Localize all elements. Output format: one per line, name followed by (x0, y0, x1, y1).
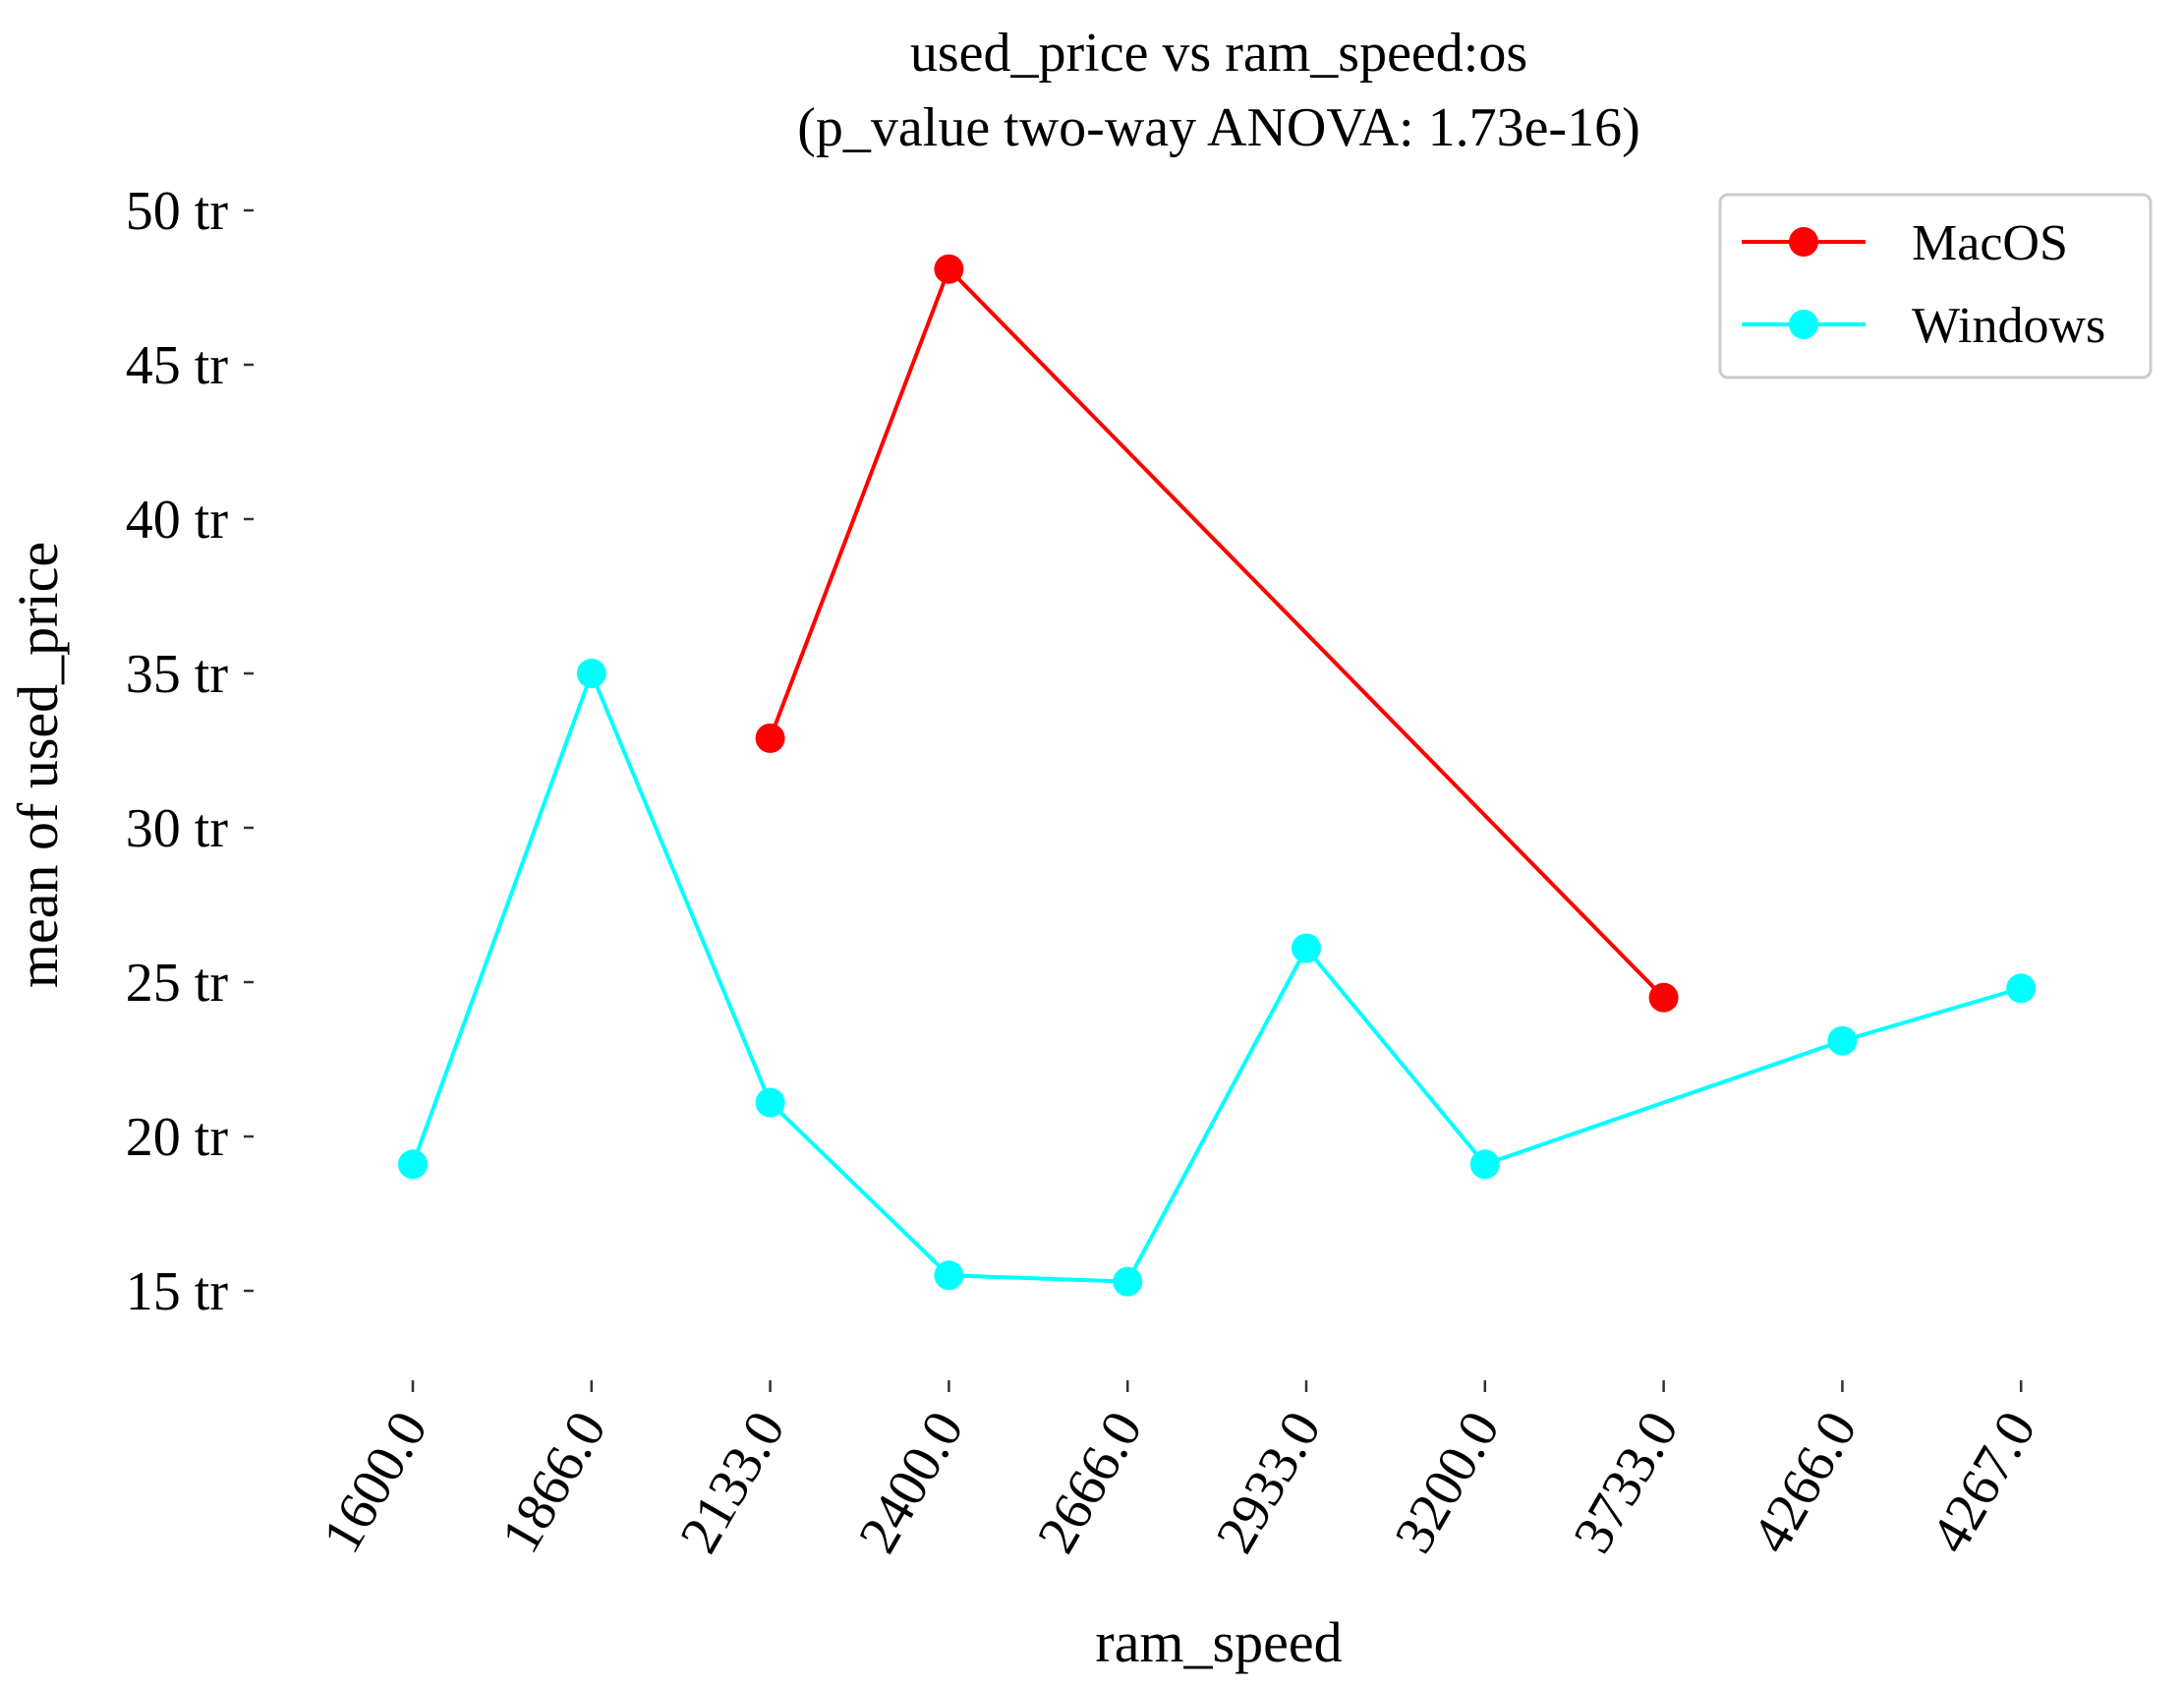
legend-item-macos[interactable]: MacOS (1742, 215, 2068, 271)
plot-series (398, 254, 2037, 1297)
data-point[interactable] (1292, 933, 1321, 963)
x-tick-label: 4267.0 (1920, 1402, 2048, 1563)
chart-title: used_price vs ram_speed:os (910, 23, 1527, 84)
y-tick-label: 50 tr (126, 181, 229, 242)
y-tick-label: 20 tr (126, 1107, 229, 1168)
data-point[interactable] (755, 723, 785, 753)
y-tick-label: 25 tr (126, 953, 229, 1014)
series-line (411, 671, 2022, 1284)
data-point[interactable] (755, 1087, 785, 1118)
data-point[interactable] (1827, 1025, 1858, 1056)
y-tick-label: 40 tr (126, 490, 229, 551)
x-tick-label: 4266.0 (1741, 1402, 1869, 1563)
chart-subtitle: (p_value two-way ANOVA: 1.73e-16) (797, 97, 1639, 158)
legend[interactable]: MacOS Windows (1718, 193, 2153, 379)
x-tick-label: 1600.0 (312, 1402, 440, 1563)
data-point[interactable] (398, 1149, 428, 1180)
x-axis-label: ram_speed (1095, 1610, 1342, 1674)
data-point[interactable] (934, 1260, 964, 1291)
x-tick-label: 3733.0 (1562, 1402, 1691, 1563)
y-tick-label: 45 tr (126, 335, 229, 396)
y-tick-label: 30 tr (126, 798, 229, 859)
data-point[interactable] (576, 659, 606, 688)
legend-marker (1789, 227, 1818, 257)
data-point[interactable] (1469, 1149, 1500, 1180)
legend-label: MacOS (1912, 215, 2068, 271)
data-point[interactable] (2006, 973, 2037, 1004)
series-windows (398, 659, 2037, 1297)
y-axis: 15 tr 20 tr 25 tr 30 tr 35 tr 40 tr 45 tr 50 tr (126, 181, 254, 1322)
x-tick-label: 3200.0 (1383, 1402, 1512, 1563)
legend-label: Windows (1912, 298, 2105, 354)
data-point[interactable] (1648, 982, 1679, 1013)
x-tick-label: 2400.0 (847, 1402, 976, 1563)
x-tick-label: 1866.0 (489, 1402, 618, 1563)
y-tick-label: 15 tr (126, 1261, 229, 1322)
legend-marker (1789, 310, 1818, 339)
series-line (768, 266, 1666, 1000)
data-point[interactable] (1113, 1266, 1143, 1297)
y-axis-label: mean of used_price (6, 542, 70, 988)
data-point[interactable] (934, 254, 964, 284)
x-axis: 1600.0 1866.0 2133.0 2400.0 2666.0 2933.0 3200… (312, 1380, 2048, 1563)
series-macos (755, 254, 1679, 1013)
x-tick-label: 2133.0 (668, 1402, 797, 1563)
x-tick-label: 2666.0 (1026, 1402, 1155, 1563)
legend-item-windows[interactable]: Windows (1742, 298, 2105, 354)
x-tick-label: 2933.0 (1205, 1402, 1334, 1563)
y-tick-label: 35 tr (126, 644, 229, 705)
